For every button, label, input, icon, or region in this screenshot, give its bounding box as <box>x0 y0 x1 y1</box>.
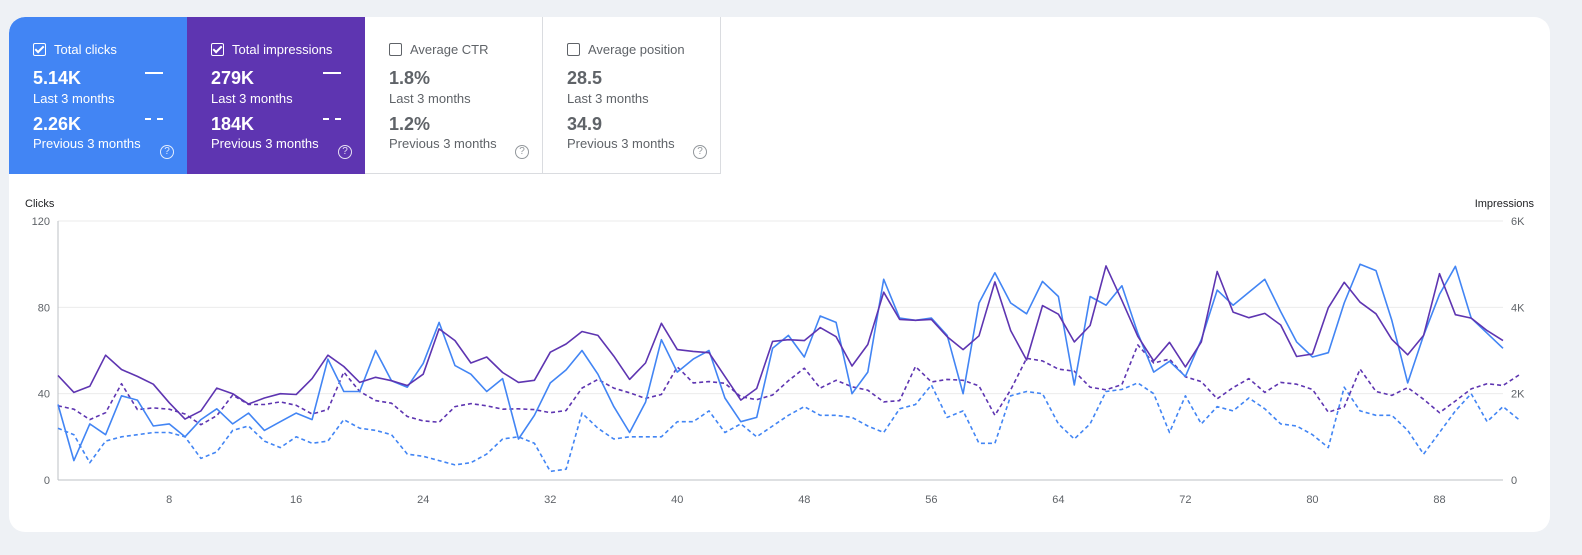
metric-header: Total clicks <box>33 42 117 57</box>
metric-label: Average position <box>588 42 685 57</box>
metric-tile-average-ctr[interactable]: Average CTR 1.8% Last 3 months 1.2% Prev… <box>365 17 543 174</box>
help-icon[interactable]: ? <box>160 145 174 159</box>
help-icon[interactable]: ? <box>515 145 529 159</box>
metric-previous-value: 184K <box>211 114 255 134</box>
x-tick-label: 88 <box>1433 494 1445 506</box>
x-tick-label: 64 <box>1052 494 1064 506</box>
y-right-tick-label: 6K <box>1511 216 1525 228</box>
metric-previous-value: 1.2% <box>389 114 431 134</box>
metric-previous-period: Previous 3 months <box>33 136 141 151</box>
checkbox-checked-icon[interactable] <box>33 43 46 56</box>
y-left-tick-label: 80 <box>38 302 50 314</box>
checkbox-unchecked-icon[interactable] <box>567 43 580 56</box>
metric-current-value: 279K <box>211 68 255 88</box>
metric-current-value: 28.5 <box>567 68 603 88</box>
metric-previous-period: Previous 3 months <box>389 136 497 151</box>
x-tick-label: 40 <box>671 494 683 506</box>
y-left-tick-label: 120 <box>32 216 50 228</box>
dashed-line-legend-icon <box>145 118 163 120</box>
dashed-line-legend-icon <box>323 118 341 120</box>
metric-current-value: 1.8% <box>389 68 431 88</box>
y-right-tick-label: 4K <box>1511 302 1525 314</box>
x-tick-label: 56 <box>925 494 937 506</box>
y-right-tick-label: 2K <box>1511 389 1525 401</box>
metric-header: Average CTR <box>389 42 489 57</box>
checkbox-checked-icon[interactable] <box>211 43 224 56</box>
solid-line-legend-icon <box>145 72 163 74</box>
metric-header: Total impressions <box>211 42 332 57</box>
solid-line-legend-icon <box>323 72 341 74</box>
y-left-tick-label: 40 <box>38 389 50 401</box>
metric-tile-total-clicks[interactable]: Total clicks 5.14K Last 3 months 2.26K P… <box>9 17 187 174</box>
series-line-previous-impressions <box>57 344 1520 426</box>
performance-line-chart[interactable]: 0 0 40 2K 80 4K 120 6K 8 16 24 32 40 48 56 64 72 80 88 <box>9 17 1550 532</box>
series-line-previous-clicks <box>57 382 1520 473</box>
metric-label: Average CTR <box>410 42 489 57</box>
metric-tile-average-position[interactable]: Average position 28.5 Last 3 months 34.9… <box>543 17 721 174</box>
metric-tile-total-impressions[interactable]: Total impressions 279K Last 3 months 184… <box>187 17 365 174</box>
y-left-tick-label: 0 <box>44 475 50 487</box>
help-icon[interactable]: ? <box>693 145 707 159</box>
x-tick-label: 72 <box>1179 494 1191 506</box>
x-tick-label: 16 <box>290 494 302 506</box>
x-tick-label: 48 <box>798 494 810 506</box>
metric-previous-value: 34.9 <box>567 114 603 134</box>
x-tick-label: 32 <box>544 494 556 506</box>
metric-current-period: Last 3 months <box>211 91 293 106</box>
performance-card: Total clicks 5.14K Last 3 months 2.26K P… <box>9 17 1550 532</box>
help-icon[interactable]: ? <box>338 145 352 159</box>
metric-header: Average position <box>567 42 685 57</box>
metric-previous-period: Previous 3 months <box>567 136 675 151</box>
metric-current-period: Last 3 months <box>389 91 471 106</box>
series-line-clicks <box>57 263 1504 462</box>
metric-current-period: Last 3 months <box>567 91 649 106</box>
metric-current-value: 5.14K <box>33 68 82 88</box>
y-right-tick-label: 0 <box>1511 475 1517 487</box>
x-tick-label: 8 <box>166 494 172 506</box>
series-line-impressions <box>57 265 1504 420</box>
checkbox-unchecked-icon[interactable] <box>389 43 402 56</box>
x-tick-label: 24 <box>417 494 429 506</box>
metric-label: Total impressions <box>232 42 333 57</box>
metric-previous-value: 2.26K <box>33 114 82 134</box>
metric-previous-period: Previous 3 months <box>211 136 319 151</box>
right-axis-title: Impressions <box>1474 198 1534 210</box>
metric-label: Total clicks <box>54 42 117 57</box>
metric-current-period: Last 3 months <box>33 91 115 106</box>
left-axis-title: Clicks <box>25 198 55 210</box>
x-tick-label: 80 <box>1306 494 1318 506</box>
